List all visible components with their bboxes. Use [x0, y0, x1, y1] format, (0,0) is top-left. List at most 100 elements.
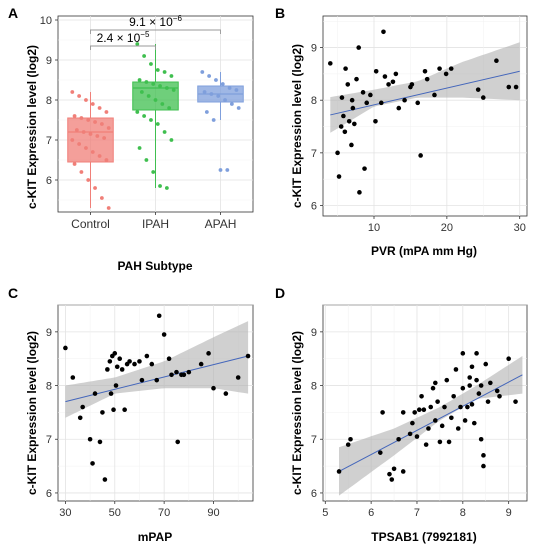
- data-point: [220, 82, 225, 86]
- data-point: [382, 74, 388, 79]
- data-point: [99, 196, 104, 200]
- data-point: [418, 153, 423, 158]
- data-point: [207, 74, 212, 78]
- x-tick-label: 70: [158, 507, 170, 519]
- data-point: [132, 361, 137, 367]
- data-point: [435, 399, 440, 404]
- data-point: [391, 466, 397, 472]
- data-point: [465, 404, 470, 410]
- data-point: [432, 92, 437, 98]
- x-tick-label: IPAH: [142, 217, 169, 231]
- data-point: [135, 110, 140, 114]
- significance-bracket: [90, 29, 221, 34]
- data-point: [186, 369, 192, 375]
- data-point: [161, 332, 167, 337]
- y-axis-label: c-KIT Expression level (log2): [290, 44, 304, 208]
- data-point: [114, 364, 120, 370]
- data-point: [396, 105, 402, 111]
- data-point: [169, 138, 174, 142]
- data-point: [202, 90, 207, 94]
- data-point: [139, 377, 145, 383]
- data-point: [350, 105, 356, 111]
- data-point: [95, 134, 100, 138]
- data-point: [162, 130, 167, 134]
- data-point: [149, 118, 153, 122]
- x-axis-label: TPSAB1 (7992181): [371, 530, 476, 544]
- data-point: [113, 383, 119, 388]
- data-point: [336, 469, 342, 474]
- data-point: [144, 353, 150, 359]
- data-point: [443, 71, 449, 77]
- y-axis-label: c-KIT Expression level (log2): [290, 331, 304, 495]
- data-point: [400, 410, 406, 415]
- data-point: [442, 404, 447, 410]
- data-point: [402, 97, 407, 103]
- data-point: [99, 122, 104, 126]
- data-point: [153, 98, 158, 102]
- data-point: [348, 436, 353, 442]
- data-point: [234, 88, 239, 92]
- panel-letter: C: [8, 285, 18, 301]
- data-point: [430, 385, 436, 391]
- data-point: [117, 356, 123, 361]
- data-point: [206, 351, 211, 356]
- data-point: [171, 88, 176, 92]
- data-point: [158, 84, 162, 88]
- data-point: [227, 86, 232, 90]
- data-point: [102, 477, 108, 482]
- data-point: [460, 351, 466, 356]
- x-tick-label: 5: [322, 507, 328, 519]
- data-point: [475, 87, 481, 92]
- plot-layer: 6 7 8 9 10 20 30: [311, 15, 528, 234]
- regression-line: [330, 70, 520, 116]
- data-point: [204, 110, 209, 114]
- data-point: [345, 442, 351, 447]
- data-point: [386, 82, 391, 87]
- data-point: [360, 90, 366, 95]
- data-point: [444, 377, 450, 383]
- data-point: [149, 361, 155, 367]
- data-point: [437, 66, 442, 71]
- data-point: [506, 356, 511, 361]
- box: [67, 117, 114, 163]
- data-point: [70, 375, 76, 380]
- data-point: [428, 404, 434, 410]
- data-point: [458, 404, 463, 410]
- data-point: [356, 45, 362, 50]
- data-point: [481, 463, 486, 469]
- p-value-label: 2.4 × 10−5: [97, 30, 150, 45]
- data-point: [362, 166, 367, 171]
- data-point: [146, 94, 151, 98]
- data-point: [433, 380, 438, 386]
- data-point: [90, 150, 95, 154]
- data-point: [451, 393, 456, 399]
- data-point: [478, 436, 484, 442]
- data-point: [381, 29, 386, 35]
- data-point: [437, 439, 443, 445]
- data-point: [175, 439, 181, 445]
- data-point: [149, 62, 153, 66]
- data-point: [478, 383, 484, 388]
- y-tick-label: 6: [311, 488, 317, 500]
- y-tick-label: 9: [46, 55, 52, 67]
- data-point: [86, 118, 91, 122]
- data-point: [223, 98, 227, 102]
- data-point: [151, 82, 156, 86]
- data-point: [209, 92, 214, 96]
- panel-letter: A: [8, 5, 18, 21]
- x-axis-label: PAH Subtype: [117, 259, 192, 273]
- data-point: [137, 359, 142, 364]
- y-tick-label: 9: [46, 327, 52, 339]
- data-point: [151, 170, 156, 174]
- data-point: [169, 372, 174, 378]
- data-point: [462, 418, 468, 423]
- data-point: [154, 377, 160, 383]
- x-tick-label: 90: [207, 507, 219, 519]
- data-point: [335, 150, 340, 156]
- x-tick-label: 20: [441, 222, 453, 234]
- data-point: [480, 95, 486, 100]
- data-point: [137, 146, 142, 150]
- data-point: [390, 79, 396, 85]
- data-point: [412, 410, 417, 415]
- data-point: [84, 98, 88, 102]
